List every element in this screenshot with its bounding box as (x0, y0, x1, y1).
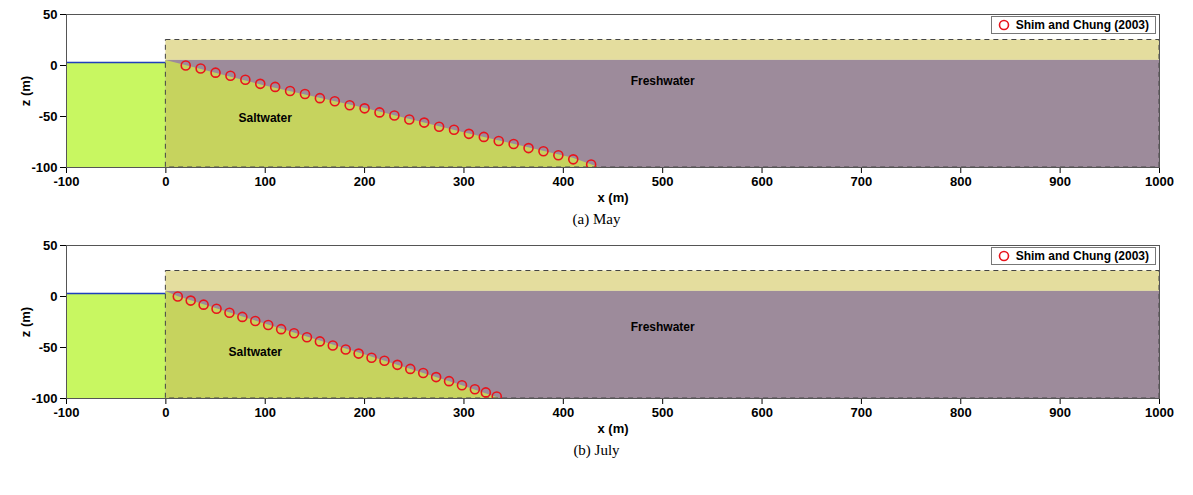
svg-text:0: 0 (162, 405, 169, 420)
svg-text:300: 300 (453, 174, 475, 189)
svg-text:-100: -100 (31, 391, 57, 406)
svg-text:600: 600 (751, 174, 773, 189)
html-text:(a) May: (a) May (572, 211, 621, 227)
svg-text:z (m): z (m) (18, 76, 33, 106)
svg-text:0: 0 (162, 174, 169, 189)
svg-text:z (m): z (m) (18, 307, 33, 337)
svg-text:100: 100 (254, 405, 276, 420)
svg-text:100: 100 (254, 174, 276, 189)
html-text:Shim and Chung (2003): Shim and Chung (2003) (1015, 249, 1149, 263)
svg-text:1000: 1000 (1145, 174, 1174, 189)
svg-text:500: 500 (652, 405, 674, 420)
svg-text:50: 50 (43, 238, 57, 253)
svg-text:Saltwater: Saltwater (229, 345, 283, 359)
svg-text:x (m): x (m) (597, 190, 628, 205)
svg-text:900: 900 (1049, 405, 1071, 420)
svg-text:1000: 1000 (1145, 405, 1174, 420)
svg-text:-50: -50 (39, 340, 58, 355)
html-text:Shim and Chung (2003): Shim and Chung (2003) (1015, 18, 1149, 32)
svg-text:-100: -100 (53, 174, 79, 189)
svg-text:800: 800 (950, 174, 972, 189)
svg-text:-100: -100 (53, 405, 79, 420)
svg-text:-100: -100 (31, 160, 57, 175)
svg-text:50: 50 (43, 7, 57, 22)
svg-text:700: 700 (851, 405, 873, 420)
svg-text:Saltwater: Saltwater (239, 111, 293, 125)
svg-text:700: 700 (851, 174, 873, 189)
svg-text:400: 400 (552, 405, 574, 420)
svg-text:400: 400 (552, 174, 574, 189)
svg-text:800: 800 (950, 405, 972, 420)
svg-text:500: 500 (652, 174, 674, 189)
svg-text:300: 300 (453, 405, 475, 420)
svg-text:Freshwater: Freshwater (631, 74, 695, 88)
svg-text:900: 900 (1049, 174, 1071, 189)
svg-text:Freshwater: Freshwater (631, 320, 695, 334)
svg-text:200: 200 (354, 174, 376, 189)
svg-text:0: 0 (50, 58, 57, 73)
svg-text:-50: -50 (39, 109, 58, 124)
svg-text:200: 200 (354, 405, 376, 420)
html-text:(b) July: (b) July (573, 442, 620, 458)
svg-text:x (m): x (m) (597, 421, 628, 436)
svg-text:600: 600 (751, 405, 773, 420)
svg-text:0: 0 (50, 289, 57, 304)
